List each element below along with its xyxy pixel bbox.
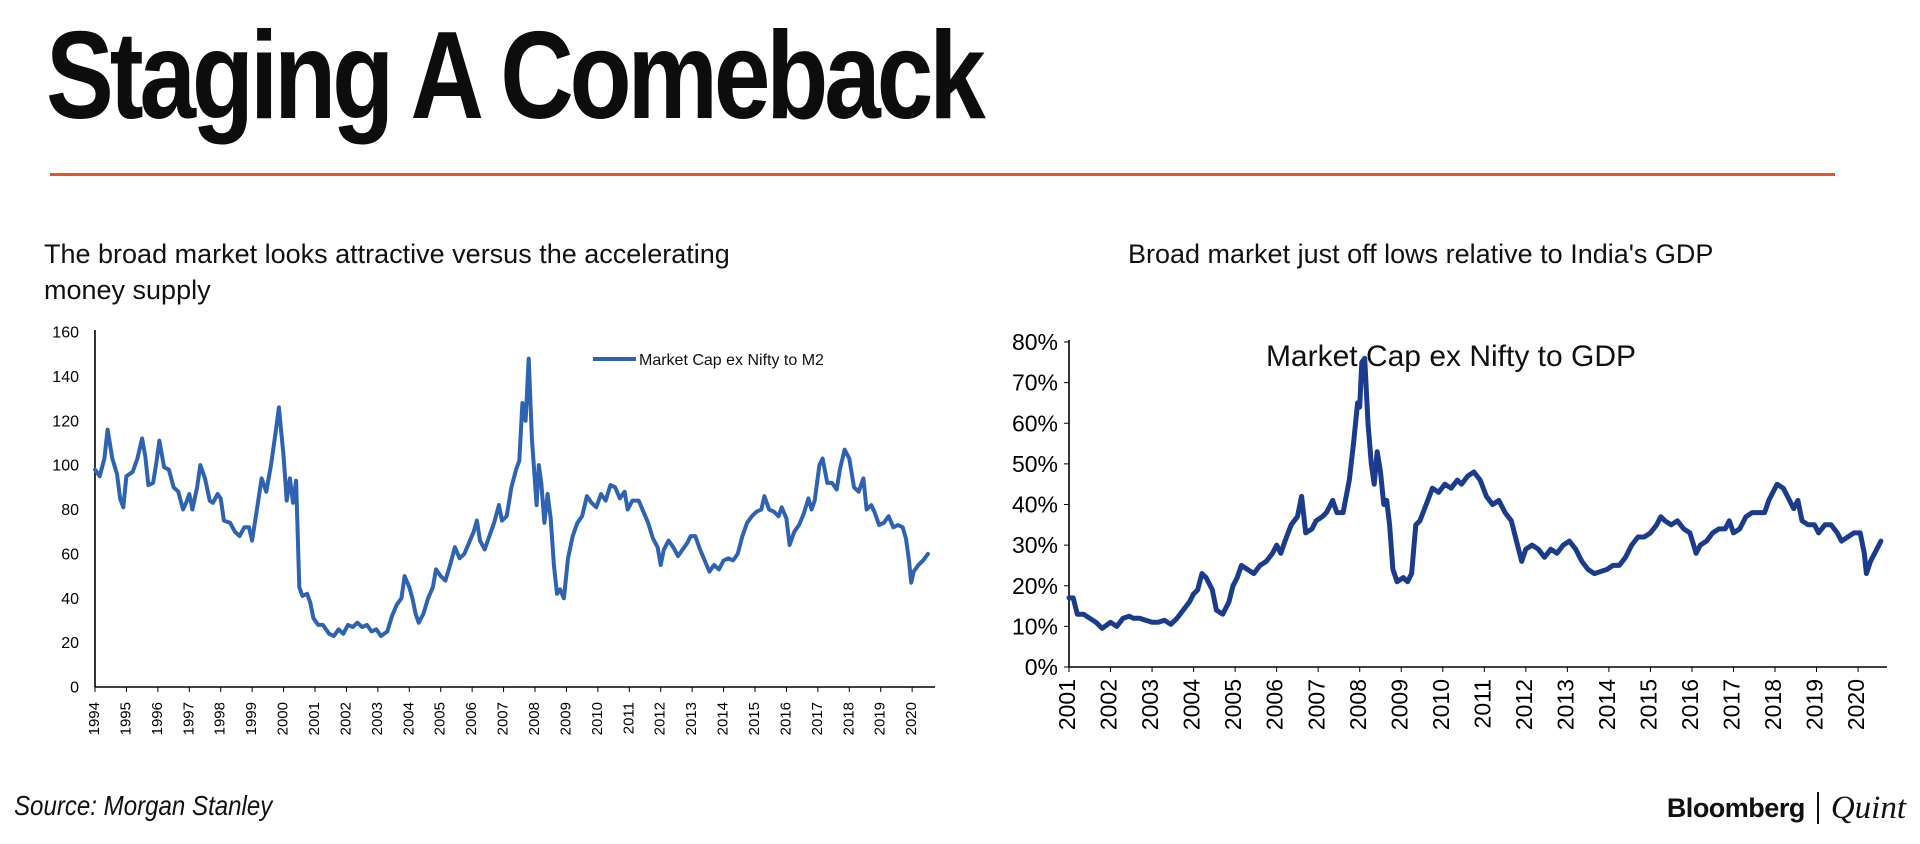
gdp-x-tick-label: 2015 (1636, 679, 1662, 730)
gdp-y-tick-label: 20% (1012, 573, 1058, 599)
gdp-x-tick-label: 2010 (1428, 679, 1454, 730)
gdp-y-tick-label: 60% (1012, 410, 1058, 436)
brand-sub: Quint (1830, 789, 1906, 826)
chart-m2: 0 20 40 60 80 100 120 140 160 1994 1995 1996 1997 199… (52, 325, 935, 735)
gdp-y-tick-label: 0% (1025, 654, 1058, 680)
gdp-x-tick-label: 2001 (1054, 679, 1080, 730)
gdp-x-tick-label: 2016 (1677, 679, 1703, 730)
m2-x-tick-label: 2004 (400, 702, 417, 735)
gdp-series-label: Market Cap ex Nifty to GDP (1266, 340, 1636, 373)
m2-x-tick-label: 2006 (463, 702, 480, 735)
m2-y-tick-label: 120 (52, 413, 79, 430)
gdp-x-tick-label: 2005 (1220, 679, 1246, 730)
m2-series-line (93, 356, 930, 638)
m2-legend-label: Market Cap ex Nifty to M2 (639, 352, 824, 369)
m2-y-tick-label: 60 (61, 546, 79, 563)
m2-x-tick-label: 2015 (746, 702, 763, 735)
m2-y-tick-label: 20 (61, 635, 79, 652)
gdp-series-line (1066, 355, 1884, 631)
m2-x-tick-label: 1998 (212, 702, 229, 735)
gdp-x-tick-label: 2009 (1386, 679, 1412, 730)
gdp-y-tick-label: 70% (1012, 370, 1058, 396)
page-title: Staging A Comeback (46, 7, 986, 145)
gdp-x-tick-label: 2006 (1262, 679, 1288, 730)
m2-y-tick-label: 100 (52, 458, 79, 475)
gdp-x-tick-label: 2020 (1843, 679, 1869, 730)
m2-x-tick-label: 2011 (620, 702, 637, 734)
m2-y-tick-label: 80 (61, 502, 79, 519)
m2-y-tick-label: 160 (52, 325, 79, 342)
m2-x-tick-label: 1999 (243, 702, 260, 735)
m2-x-tick-label: 1997 (180, 702, 197, 735)
gdp-x-tick-label: 2019 (1802, 679, 1828, 730)
gdp-x-tick-label: 2017 (1719, 679, 1745, 730)
m2-x-tick-label: 2000 (275, 702, 292, 735)
m2-x-tick-label: 2008 (526, 702, 543, 735)
right-chart-title: Broad market just off lows relative to I… (1128, 239, 1714, 269)
m2-x-tick-label: 2017 (809, 702, 826, 735)
m2-x-tick-label: 2016 (777, 702, 794, 735)
m2-x-tick-label: 2018 (840, 702, 857, 735)
m2-x-tick-label: 1995 (117, 702, 134, 735)
gdp-y-tick-label: 30% (1012, 532, 1058, 558)
m2-x-tick-label: 2010 (589, 702, 606, 735)
m2-x-tick-label: 1994 (86, 702, 103, 735)
gdp-x-tick-label: 2012 (1511, 679, 1537, 730)
gdp-x-tick-label: 2008 (1345, 679, 1371, 730)
gdp-x-tick-label: 2018 (1760, 679, 1786, 730)
m2-x-tick-label: 2009 (557, 702, 574, 735)
m2-x-tick-label: 2007 (495, 702, 512, 735)
m2-x-tick-label: 2019 (872, 702, 889, 735)
m2-x-tick-label: 2003 (369, 702, 386, 735)
m2-y-tick-label: 0 (70, 680, 79, 697)
brand-logo: Bloomberg Quint (1667, 788, 1906, 828)
m2-x-tick-label: 2012 (652, 702, 669, 735)
source-note: Source: Morgan Stanley (14, 790, 273, 821)
gdp-y-tick-label: 10% (1012, 613, 1058, 639)
m2-y-tick-label: 40 (61, 591, 79, 608)
m2-x-tick-label: 2002 (337, 702, 354, 735)
brand-separator (1816, 792, 1819, 824)
gdp-y-tick-label: 80% (1012, 329, 1058, 355)
brand-main: Bloomberg (1666, 792, 1806, 823)
m2-x-tick-label: 2001 (306, 702, 323, 735)
m2-x-tick-label: 2014 (715, 702, 732, 735)
chart-gdp: 0% 10% 20% 30% 40% 50% 60% 70% 80% 2001 2002 2003 20… (1012, 329, 1887, 730)
title-divider (50, 173, 1835, 176)
m2-y-tick-label: 140 (52, 369, 79, 386)
m2-x-tick-label: 2005 (432, 702, 449, 735)
gdp-x-tick-label: 2007 (1303, 679, 1329, 730)
gdp-x-tick-label: 2003 (1137, 679, 1163, 730)
m2-x-tick-label: 2013 (683, 702, 700, 735)
gdp-y-tick-label: 40% (1012, 492, 1058, 518)
m2-x-tick-label: 1996 (149, 702, 166, 735)
left-chart-title: The broad market looks attractive versus… (44, 239, 730, 305)
gdp-x-tick-label: 2011 (1469, 679, 1495, 728)
gdp-x-tick-label: 2014 (1594, 679, 1620, 730)
m2-x-tick-label: 2020 (903, 702, 920, 735)
gdp-y-tick-label: 50% (1012, 451, 1058, 477)
gdp-x-tick-label: 2002 (1096, 679, 1122, 730)
gdp-x-tick-label: 2004 (1179, 679, 1205, 730)
gdp-x-tick-label: 2013 (1552, 679, 1578, 730)
